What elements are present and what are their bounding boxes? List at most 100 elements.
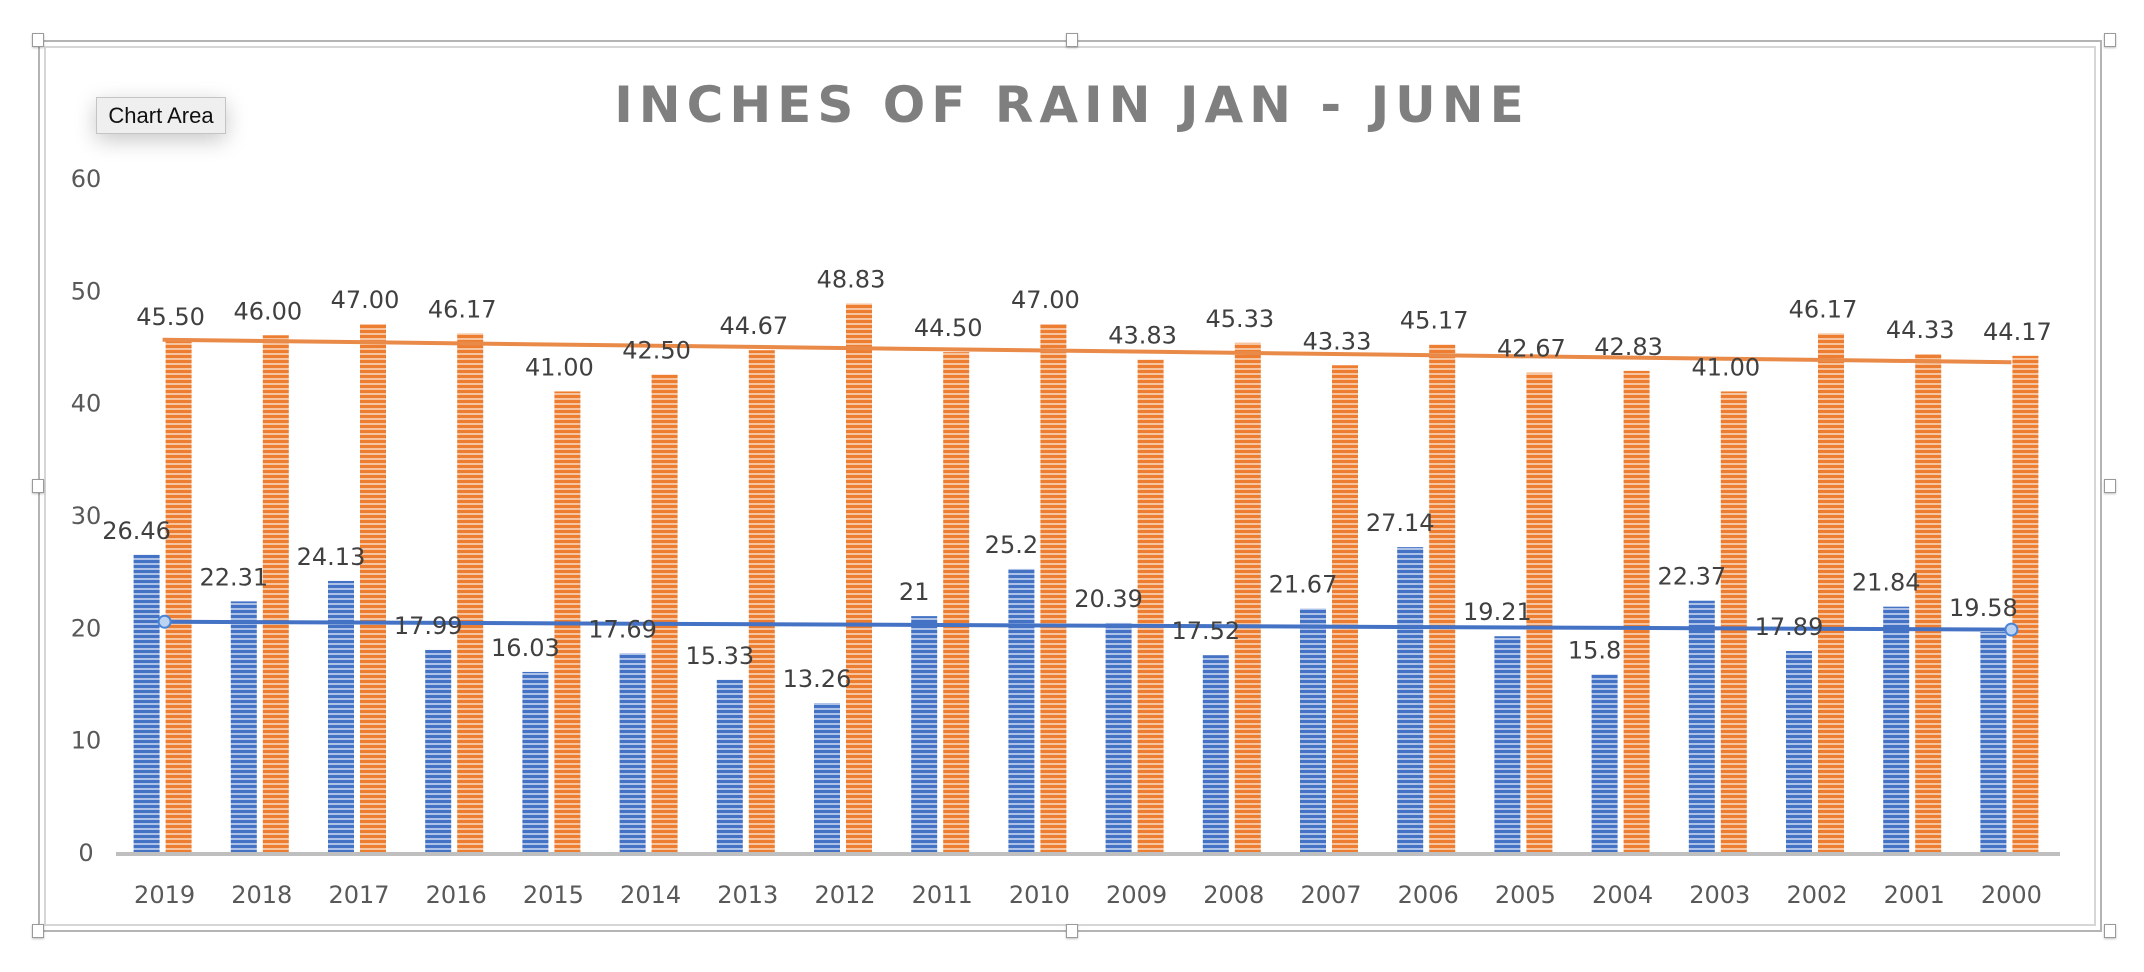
- resize-handle-bottom-center[interactable]: [1066, 924, 1078, 938]
- x-tick-label: 2010: [1009, 881, 1070, 909]
- resize-handle-bottom-right[interactable]: [2104, 924, 2116, 938]
- data-label-orange: 42.83: [1594, 333, 1663, 361]
- data-label-blue: 24.13: [297, 543, 366, 571]
- bar-blue[interactable]: [619, 653, 646, 852]
- bar-blue[interactable]: [230, 601, 257, 852]
- bar-orange[interactable]: [1818, 333, 1844, 852]
- data-label-blue: 15.8: [1568, 637, 1621, 665]
- x-tick-label: 2011: [912, 881, 973, 909]
- bar-blue[interactable]: [1300, 608, 1326, 852]
- resize-handle-middle-left[interactable]: [32, 479, 44, 493]
- bar-orange[interactable]: [1332, 365, 1358, 852]
- x-tick-label: 2008: [1203, 881, 1264, 909]
- bar-blue[interactable]: [911, 616, 938, 852]
- bar-orange[interactable]: [1720, 391, 1747, 852]
- resize-handle-top-right[interactable]: [2104, 33, 2116, 47]
- x-tick-label: 2002: [1786, 881, 1847, 909]
- bar-orange[interactable]: [943, 352, 970, 852]
- bar-orange[interactable]: [1234, 342, 1261, 852]
- trendline-endpoint-marker[interactable]: [157, 614, 172, 629]
- bar-orange[interactable]: [1040, 324, 1067, 852]
- bar-blue[interactable]: [814, 703, 840, 852]
- bar-blue[interactable]: [1008, 568, 1035, 852]
- x-tick-label: 2005: [1495, 881, 1556, 909]
- bar-orange[interactable]: [360, 324, 386, 852]
- bar-orange[interactable]: [846, 303, 872, 852]
- tooltip-label: Chart Area: [108, 102, 214, 128]
- data-label-blue: 17.69: [588, 615, 657, 643]
- data-label-orange: 41.00: [525, 353, 594, 381]
- trendline-blue[interactable]: [164, 619, 2012, 632]
- bar-orange[interactable]: [1623, 370, 1650, 852]
- data-label-orange: 45.33: [1205, 305, 1274, 333]
- resize-handle-middle-right[interactable]: [2104, 479, 2116, 493]
- x-tick-label: 2006: [1398, 881, 1459, 909]
- bar-orange[interactable]: [2012, 355, 2039, 852]
- data-label-blue: 22.37: [1657, 563, 1726, 591]
- y-tick-label: 60: [71, 165, 102, 193]
- bar-orange[interactable]: [1137, 359, 1164, 852]
- bar-blue[interactable]: [425, 649, 452, 852]
- x-tick-label: 2000: [1981, 881, 2042, 909]
- resize-handle-bottom-left[interactable]: [32, 924, 44, 938]
- bar-orange[interactable]: [165, 340, 192, 852]
- data-label-orange: 46.17: [428, 295, 497, 323]
- trendline-orange[interactable]: [162, 337, 2012, 365]
- data-label-orange: 47.00: [331, 286, 400, 314]
- data-label-orange: 43.83: [1108, 322, 1177, 350]
- bar-blue[interactable]: [133, 554, 160, 852]
- bar-blue[interactable]: [1105, 622, 1132, 852]
- data-label-orange: 42.67: [1497, 335, 1566, 363]
- resize-handle-top-left[interactable]: [32, 33, 44, 47]
- x-tick-label: 2004: [1592, 881, 1653, 909]
- bar-orange[interactable]: [457, 333, 484, 852]
- data-label-orange: 43.33: [1303, 327, 1372, 355]
- data-label-blue: 17.89: [1755, 613, 1824, 641]
- data-label-blue: 26.46: [102, 517, 171, 545]
- data-label-blue: 15.33: [685, 642, 754, 670]
- bar-orange[interactable]: [1429, 344, 1456, 852]
- bar-blue[interactable]: [522, 671, 549, 852]
- data-label-blue: 17.99: [394, 612, 463, 640]
- x-tick-label: 2019: [134, 881, 195, 909]
- bar-blue[interactable]: [1397, 547, 1424, 852]
- x-tick-label: 2014: [620, 881, 681, 909]
- data-label-blue: 21.84: [1852, 569, 1921, 597]
- x-tick-label: 2009: [1106, 881, 1167, 909]
- data-label-blue: 19.58: [1949, 594, 2018, 622]
- bar-orange[interactable]: [651, 374, 678, 852]
- x-tick-label: 2013: [717, 881, 778, 909]
- bar-blue[interactable]: [716, 679, 743, 852]
- x-tick-label: 2015: [523, 881, 584, 909]
- bar-blue[interactable]: [1980, 632, 2007, 852]
- data-label-blue: 27.14: [1366, 509, 1435, 537]
- x-tick-label: 2018: [231, 881, 292, 909]
- data-label-blue: 19.21: [1463, 598, 1532, 626]
- bar-blue[interactable]: [1883, 606, 1910, 852]
- trendline-endpoint-marker[interactable]: [2004, 622, 2019, 637]
- bar-orange[interactable]: [1526, 372, 1553, 852]
- data-label-orange: 44.50: [914, 314, 983, 342]
- bars: [133, 303, 2039, 852]
- bar-blue[interactable]: [1591, 674, 1618, 852]
- y-tick-label: 20: [71, 614, 102, 642]
- bar-blue[interactable]: [1688, 600, 1715, 852]
- x-tick-label: 2012: [814, 881, 875, 909]
- bar-blue[interactable]: [328, 580, 354, 852]
- bar-blue[interactable]: [1494, 636, 1521, 852]
- x-tick-label: 2017: [328, 881, 389, 909]
- resize-handle-top-center[interactable]: [1066, 33, 1078, 47]
- y-tick-label: 50: [71, 277, 102, 305]
- data-label-orange: 41.00: [1691, 353, 1760, 381]
- bar-orange[interactable]: [1915, 354, 1942, 852]
- x-tick-label: 2016: [426, 881, 487, 909]
- y-axis: 0 10 20 30 40 50 60: [71, 165, 102, 867]
- bar-orange[interactable]: [262, 335, 289, 852]
- chart-title[interactable]: INCHES OF RAIN JAN - JUNE: [614, 76, 1530, 134]
- bar-blue[interactable]: [1786, 651, 1812, 852]
- x-tick-label: 2001: [1884, 881, 1945, 909]
- bar-orange[interactable]: [748, 350, 775, 852]
- data-label-orange: 44.17: [1983, 318, 2052, 346]
- bar-blue[interactable]: [1202, 655, 1229, 852]
